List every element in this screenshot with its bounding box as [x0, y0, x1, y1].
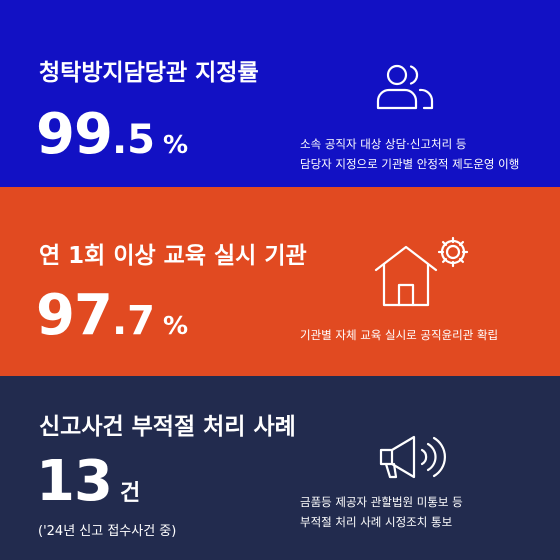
section-title: 신고사건 부적절 처리 사례 [39, 414, 296, 440]
section-designation-rate: 청탁방지담당관 지정률 99.5% 소속 공직자 대상 상담·신고처리 등 담당… [0, 0, 560, 187]
stat-unit: 건 [119, 481, 141, 506]
section-improper-cases: 신고사건 부적절 처리 사례 13 건 ('24년 신고 접수사건 중) 금품등 … [0, 376, 560, 560]
stat-value: 13 건 [36, 454, 140, 510]
description-line: 기관별 자체 교육 실시로 공직윤리관 확립 [300, 328, 499, 342]
stat-value: 97.7% [36, 288, 188, 344]
section-description: 소속 공직자 대상 상담·신고처리 등 담당자 지정으로 기관별 안정적 제도운… [300, 134, 519, 174]
section-title: 청탁방지담당관 지정률 [39, 60, 259, 86]
description-line: 담당자 지정으로 기관별 안정적 제도운영 이행 [300, 157, 520, 171]
stat-unit: % [162, 130, 189, 159]
stat-integer: 97 [36, 283, 113, 348]
stat-decimal: .5 [111, 117, 155, 163]
description-line: 부적절 처리 사례 시정조치 통보 [300, 515, 453, 529]
section-description: 기관별 자체 교육 실시로 공직윤리관 확립 [300, 325, 498, 345]
stat-decimal: .7 [111, 298, 155, 344]
description-line: 소속 공직자 대상 상담·신고처리 등 [300, 137, 467, 151]
house-gear-icon [374, 236, 469, 307]
stat-integer: 13 [36, 449, 113, 514]
stat-unit: % [162, 311, 189, 340]
section-description: 금품등 제공자 관할법원 미통보 등 부적절 처리 사례 시정조치 통보 [300, 492, 463, 532]
section-education-rate: 연 1회 이상 교육 실시 기관 97.7% 기관별 자체 교육 실시로 공직윤… [0, 187, 560, 376]
stat-integer: 99 [36, 102, 113, 167]
section-title: 연 1회 이상 교육 실시 기관 [39, 243, 307, 269]
people-icon [376, 64, 434, 110]
description-line: 금품등 제공자 관할법원 미통보 등 [300, 495, 463, 509]
stat-value: 99.5% [36, 107, 188, 163]
megaphone-icon [379, 435, 447, 479]
stat-note: ('24년 신고 접수사건 중) [38, 524, 177, 539]
